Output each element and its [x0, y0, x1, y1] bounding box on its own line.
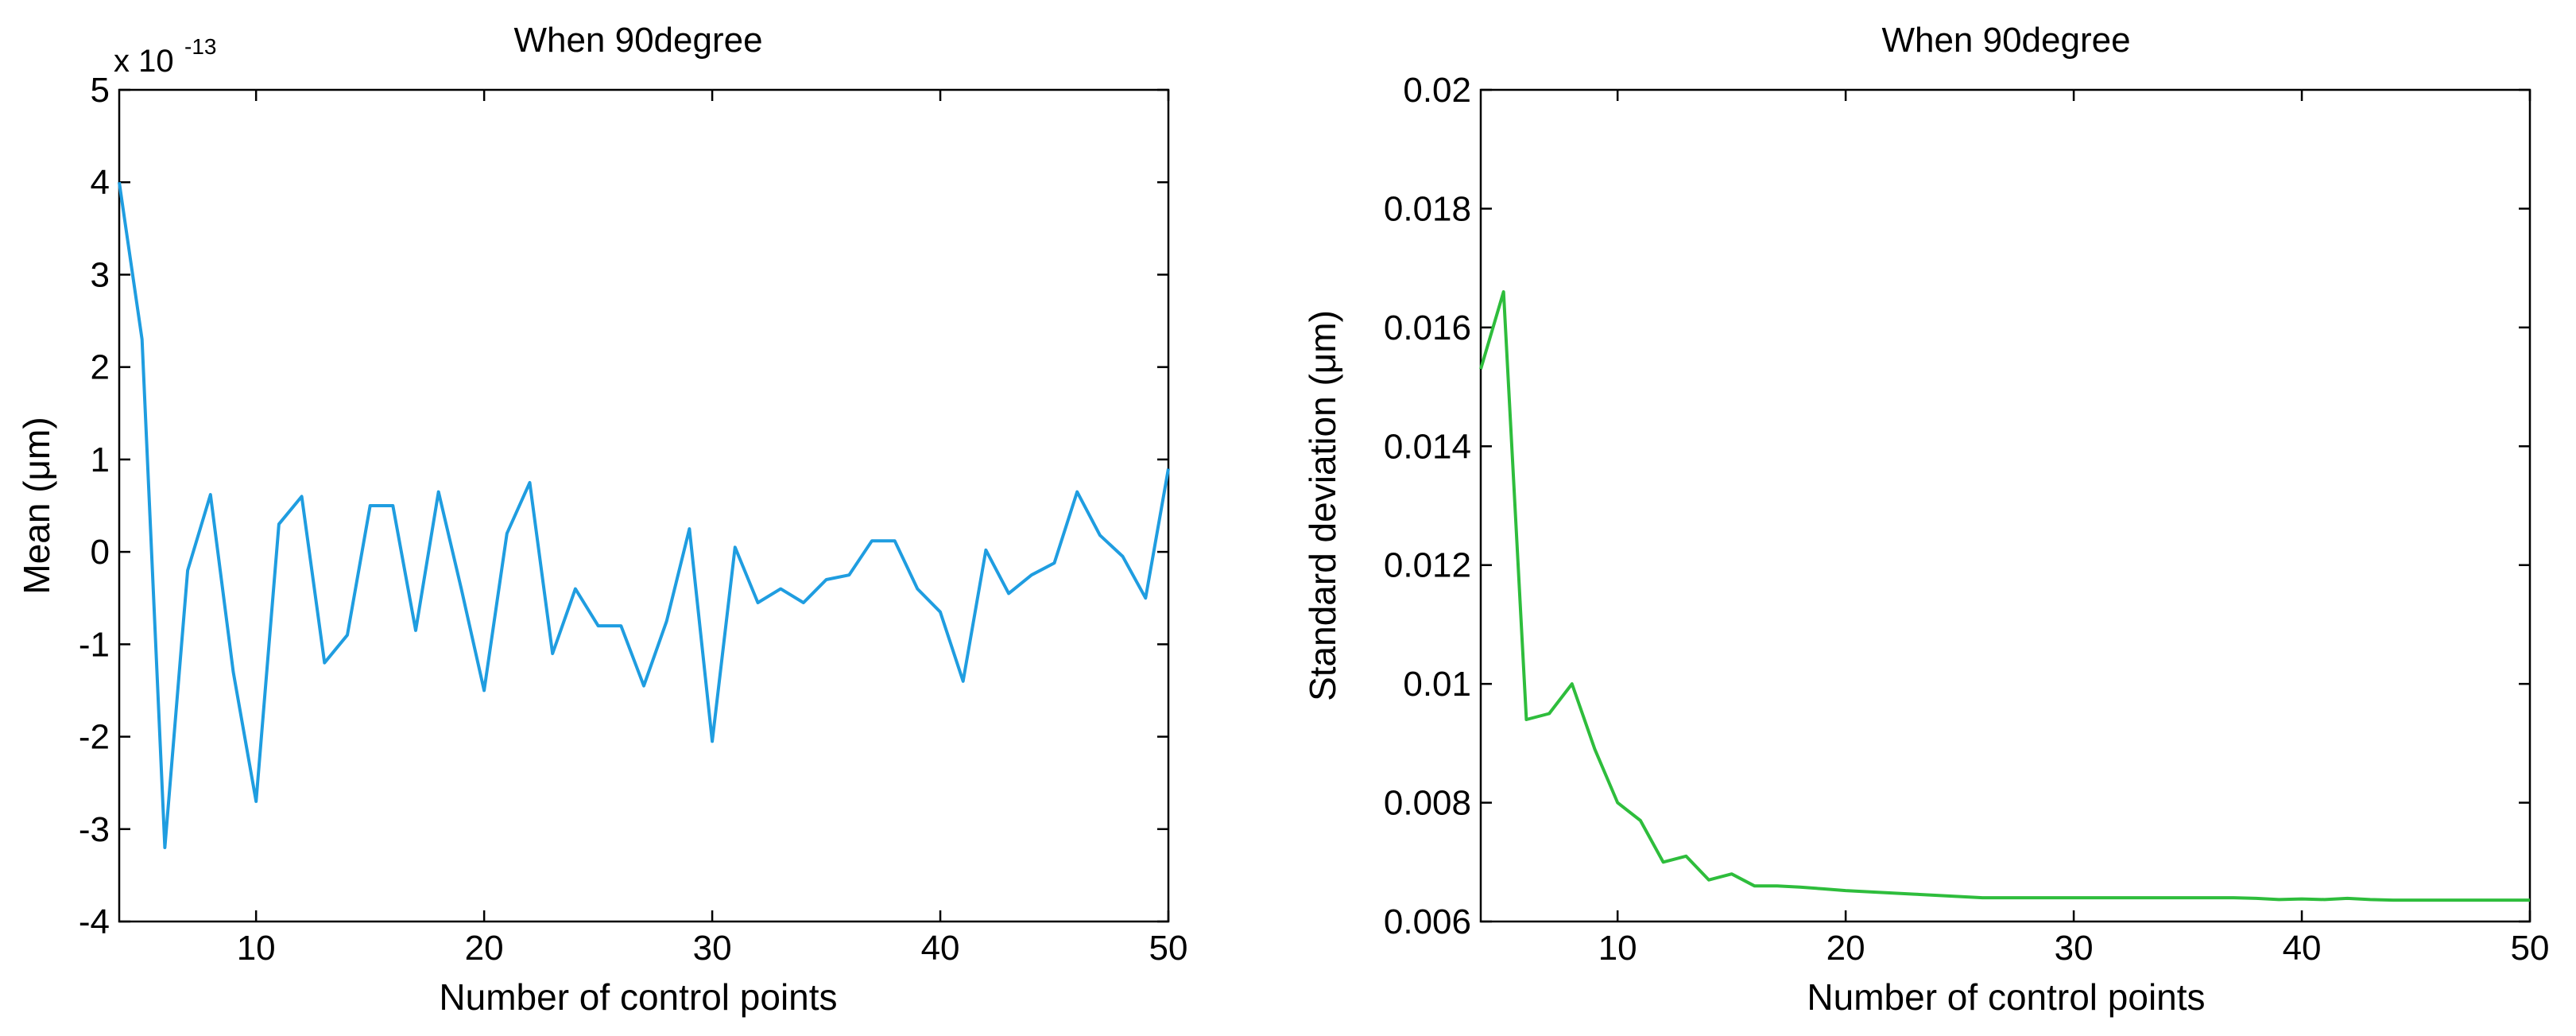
std-y-tick-label: 0.02 — [1403, 71, 1471, 110]
mean-y-tick-label: -3 — [79, 810, 110, 849]
mean-plot-frame — [118, 88, 1170, 923]
std-chart: When 90degree 0.0060.0080.010.0120.0140.… — [1302, 21, 2549, 1018]
std-x-tick-label: 30 — [2055, 929, 2094, 968]
std-chart-title: When 90degree — [1881, 21, 2130, 60]
std-x-axis-label: Number of control points — [1807, 976, 2205, 1018]
std-x-tick-label: 50 — [2511, 929, 2550, 968]
std-series-line — [1479, 290, 2530, 902]
mean-y-tick-label: 2 — [91, 348, 110, 387]
mean-chart-title: When 90degree — [513, 21, 762, 60]
std-y-tick-label: 0.016 — [1384, 308, 1471, 347]
mean-y-multiplier: x 10 -13 — [114, 34, 216, 79]
mean-x-tick-label: 50 — [1149, 929, 1188, 968]
mean-y-tick-label: 3 — [91, 255, 110, 294]
mean-y-multiplier-exponent: -13 — [184, 34, 216, 59]
mean-y-tick-label: -4 — [79, 902, 110, 941]
mean-y-tick-label: 4 — [91, 163, 110, 202]
mean-y-tick-label: 0 — [91, 533, 110, 572]
mean-y-tick-label: -1 — [79, 625, 110, 664]
mean-y-multiplier-base: x 10 — [114, 44, 174, 79]
mean-y-tick-label: 5 — [91, 71, 110, 110]
std-y-tick-label: 0.014 — [1384, 427, 1471, 466]
mean-x-ticks: 10 20 30 40 50 — [237, 90, 1188, 968]
mean-series-line — [118, 181, 1170, 849]
std-y-tick-label: 0.006 — [1384, 902, 1471, 941]
std-y-tick-label: 0.01 — [1403, 665, 1471, 704]
std-y-axis-label: Standard deviation (μm) — [1302, 310, 1343, 701]
std-x-ticks: 10 20 30 40 50 — [1598, 90, 2550, 968]
std-y-tick-label: 0.008 — [1384, 784, 1471, 823]
mean-x-tick-label: 10 — [237, 929, 276, 968]
mean-x-tick-label: 40 — [921, 929, 960, 968]
mean-x-tick-label: 20 — [465, 929, 504, 968]
std-x-tick-label: 40 — [2283, 929, 2322, 968]
std-y-tick-label: 0.018 — [1384, 189, 1471, 228]
mean-y-axis-label: Mean (μm) — [16, 417, 57, 594]
std-x-tick-label: 20 — [1826, 929, 1865, 968]
mean-y-ticks: -4 -3 -2 -1 0 1 2 3 4 5 — [79, 71, 1168, 941]
std-y-tick-label: 0.012 — [1384, 546, 1471, 585]
mean-x-tick-label: 30 — [693, 929, 732, 968]
std-x-tick-label: 10 — [1598, 929, 1637, 968]
std-y-ticks: 0.006 0.008 0.01 0.012 0.014 0.016 0.018 0.02 — [1384, 71, 2530, 941]
std-plot-frame — [1479, 88, 2531, 923]
mean-x-axis-label: Number of control points — [439, 976, 837, 1018]
mean-y-tick-label: 1 — [91, 440, 110, 479]
mean-y-tick-label: -2 — [79, 718, 110, 757]
